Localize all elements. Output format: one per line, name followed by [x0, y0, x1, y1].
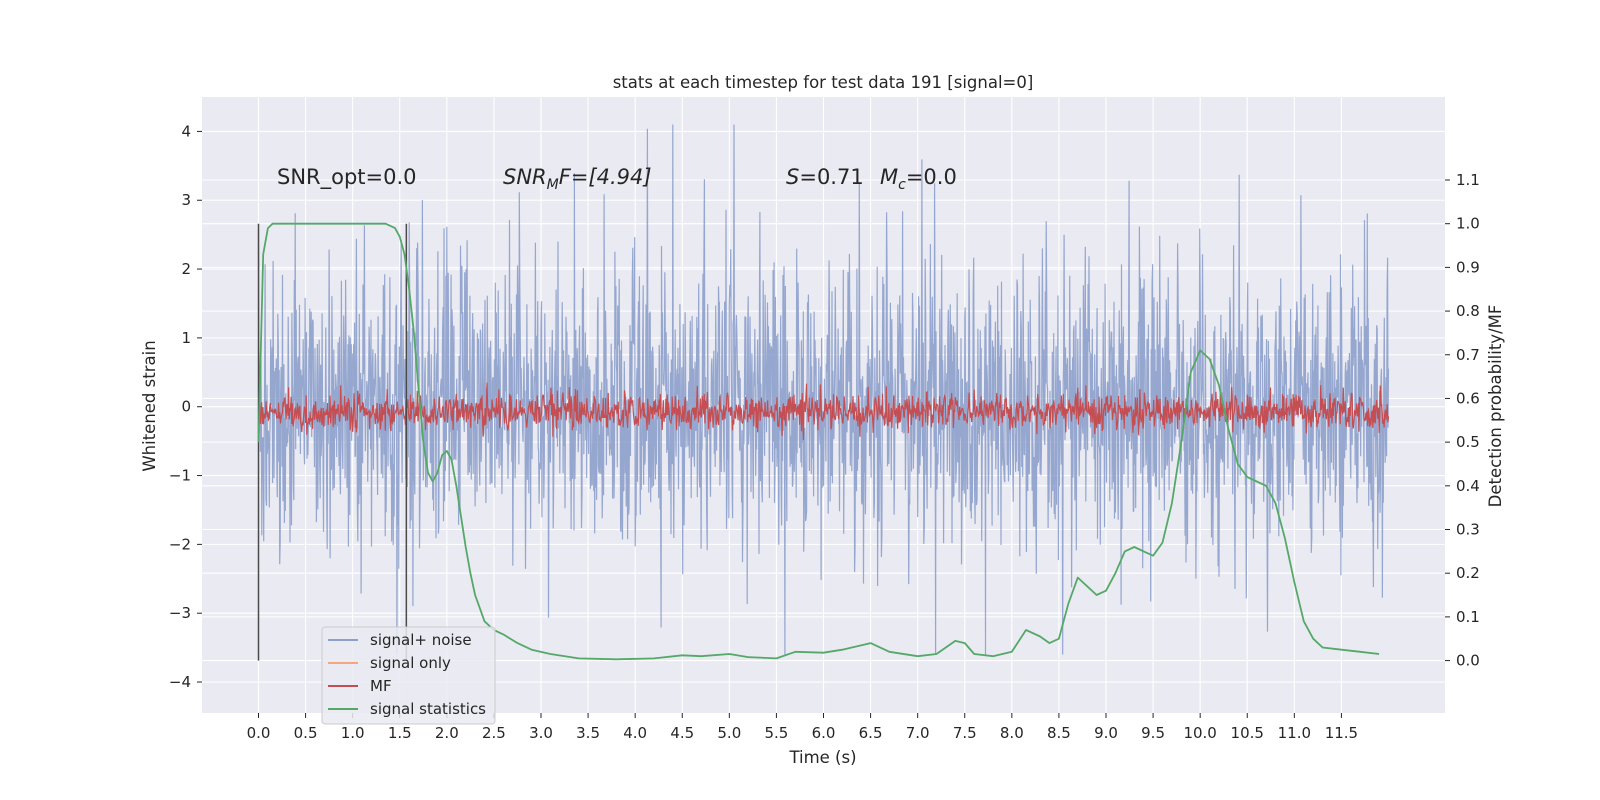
- y2-tick-label: 0.5: [1456, 433, 1480, 451]
- x-tick-label: 0.5: [294, 724, 318, 742]
- x-tick-label: 6.0: [812, 724, 836, 742]
- y-tick-label: −1: [169, 467, 191, 485]
- y-tick-label: 0: [181, 398, 191, 416]
- y2-tick-label: 0.9: [1456, 258, 1480, 276]
- x-tick-label: 3.0: [529, 724, 553, 742]
- y2-tick-label: 0.3: [1456, 521, 1480, 539]
- annotation-snr-mf: SNRMF=[4.94]: [503, 165, 652, 193]
- x-tick-label: 10.0: [1183, 724, 1216, 742]
- x-tick-label: 9.5: [1141, 724, 1165, 742]
- y-axis-label: Whitened strain: [140, 340, 159, 471]
- x-tick-label: 10.5: [1231, 724, 1264, 742]
- x-tick-label: 9.0: [1094, 724, 1118, 742]
- y-tick-label: 4: [181, 122, 191, 140]
- x-tick-label: 8.5: [1047, 724, 1071, 742]
- x-tick-label: 8.0: [1000, 724, 1024, 742]
- legend: signal+ noise signal only MF signal stat…: [321, 626, 496, 725]
- tick-labels: 0.0 0.5 1.0 1.5 2.0 2.5 3.0 3.5 4.0 4.5 5.0 5.5 6.0 6…: [169, 122, 1480, 742]
- x-tick-label: 1.0: [341, 724, 365, 742]
- x-tick-label: 1.5: [388, 724, 412, 742]
- y-tick-label: 1: [181, 329, 191, 347]
- y-tick-label: 3: [181, 191, 191, 209]
- y-tick-label: 2: [181, 260, 191, 278]
- x-tick-label: 0.0: [247, 724, 271, 742]
- x-tick-label: 2.5: [482, 724, 506, 742]
- x-tick-label: 5.5: [764, 724, 788, 742]
- x-tick-label: 7.5: [953, 724, 977, 742]
- signal-statistics-line: [257, 222, 1380, 661]
- chart-title: stats at each timestep for test data 191…: [613, 73, 1034, 92]
- vertical-lines: [257, 223, 408, 661]
- legend-label-signal-only: signal only: [370, 654, 451, 672]
- y2-tick-label: 0.6: [1456, 389, 1480, 407]
- series-signal-noise: [257, 124, 1390, 655]
- x-tick-label: 3.5: [576, 724, 600, 742]
- y2-tick-label: 0.8: [1456, 302, 1480, 320]
- series-mf: [257, 382, 1390, 440]
- legend-box: [321, 626, 496, 725]
- y-tick-label: −4: [169, 673, 191, 691]
- annotation-snr-opt: SNR_opt=0.0: [277, 165, 417, 190]
- x-tick-label: 6.5: [859, 724, 883, 742]
- mf-line: [257, 382, 1390, 440]
- annotation-mc: Mc=0.0: [880, 165, 957, 193]
- y2-axis-label: Detection probability/MF: [1486, 305, 1505, 508]
- y-tick-label: −2: [169, 535, 191, 553]
- series-signal-statistics: [257, 222, 1380, 661]
- annotation-s: S=0.71: [786, 165, 864, 189]
- y2-tick-label: 0.2: [1456, 564, 1480, 582]
- x-tick-label: 5.0: [717, 724, 741, 742]
- legend-label-mf: MF: [370, 677, 392, 695]
- y2-tick-label: 1.0: [1456, 215, 1480, 233]
- y2-tick-label: 1.1: [1456, 171, 1480, 189]
- x-tick-label: 11.0: [1278, 724, 1311, 742]
- legend-label-signal-statistics: signal statistics: [370, 700, 486, 718]
- x-tick-label: 4.0: [623, 724, 647, 742]
- x-tick-label: 4.5: [670, 724, 694, 742]
- legend-label-signal-noise: signal+ noise: [370, 631, 472, 649]
- x-tick-label: 11.5: [1325, 724, 1358, 742]
- y-tick-label: −3: [169, 604, 191, 622]
- y2-tick-label: 0.0: [1456, 652, 1480, 670]
- y2-tick-label: 0.1: [1456, 608, 1480, 626]
- x-tick-label: 2.0: [435, 724, 459, 742]
- y2-tick-label: 0.4: [1456, 477, 1480, 495]
- x-tick-label: 7.0: [906, 724, 930, 742]
- signal-noise-line: [257, 124, 1390, 655]
- y2-tick-label: 0.7: [1456, 346, 1480, 364]
- x-axis-label: Time (s): [788, 748, 856, 767]
- annotations: SNR_opt=0.0 SNRMF=[4.94] S=0.71 Mc=0.0: [277, 165, 957, 193]
